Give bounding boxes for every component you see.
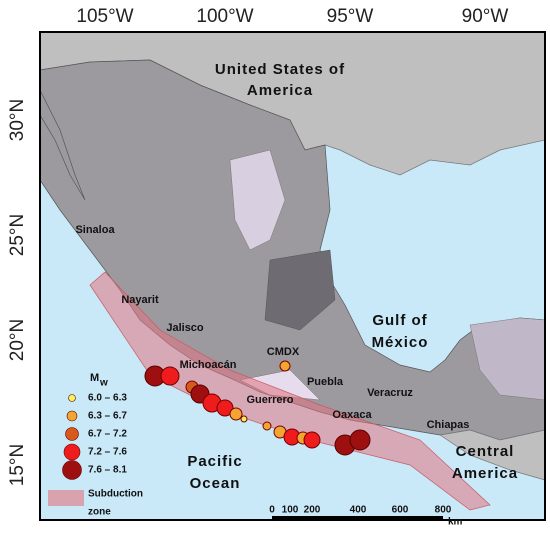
state-label: Oaxaca bbox=[332, 409, 372, 421]
latitude-label: 15°N bbox=[7, 444, 28, 486]
region-label: Pacific bbox=[187, 453, 242, 470]
scale-unit: km bbox=[448, 517, 463, 528]
legend-swatch bbox=[68, 394, 76, 402]
scale-label: 100 bbox=[282, 505, 299, 516]
state-label: Nayarit bbox=[121, 294, 159, 306]
legend-swatch bbox=[63, 443, 81, 461]
quake bbox=[262, 421, 272, 431]
state bbox=[264, 249, 336, 331]
legend-title: M bbox=[90, 372, 99, 384]
scale-label: 600 bbox=[392, 505, 409, 516]
quake bbox=[349, 429, 371, 451]
scale-bar bbox=[272, 516, 443, 520]
latitude-label: 30°N bbox=[7, 99, 28, 141]
region-label: America bbox=[452, 465, 518, 482]
legend-label: zone bbox=[88, 507, 111, 518]
legend-swatch bbox=[48, 490, 84, 506]
quake bbox=[216, 399, 234, 417]
scale-label: 800 bbox=[435, 505, 452, 516]
state bbox=[229, 149, 286, 251]
state-label: CMDX bbox=[267, 346, 300, 358]
region-label: Gulf of bbox=[372, 312, 427, 329]
cmdx-marker bbox=[279, 360, 291, 372]
scale-label: 200 bbox=[304, 505, 321, 516]
region-label: America bbox=[247, 82, 313, 99]
state-label: Puebla bbox=[307, 376, 344, 388]
quake bbox=[240, 415, 248, 423]
quake bbox=[229, 407, 243, 421]
state-label: Veracruz bbox=[367, 387, 413, 399]
state-label: Michoacán bbox=[180, 359, 237, 371]
quake bbox=[160, 366, 180, 386]
state-label: Jalisco bbox=[166, 322, 204, 334]
scale-label: 400 bbox=[350, 505, 367, 516]
legend-label: 7.6 – 8.1 bbox=[88, 465, 127, 476]
state-label: Sinaloa bbox=[75, 224, 115, 236]
legend-label: Subduction bbox=[88, 489, 143, 500]
legend-label: 6.0 – 6.3 bbox=[88, 393, 127, 404]
legend-swatch bbox=[66, 410, 78, 422]
longitude-label: 95°W bbox=[327, 6, 374, 27]
earthquakes bbox=[144, 360, 371, 456]
legend-title-sub: w bbox=[99, 378, 108, 389]
region-label: Ocean bbox=[190, 475, 241, 492]
quake bbox=[303, 431, 321, 449]
longitude-label: 90°W bbox=[462, 6, 509, 27]
state-label: Chiapas bbox=[427, 419, 470, 431]
scale-label: 0 bbox=[269, 505, 275, 516]
latitude-label: 20°N bbox=[7, 319, 28, 361]
legend-label: 7.2 – 7.6 bbox=[88, 447, 127, 458]
region-label: United States of bbox=[215, 61, 345, 78]
state-label: Guerrero bbox=[246, 394, 293, 406]
region-label: Central bbox=[456, 443, 515, 460]
legend-label: 6.7 – 7.2 bbox=[88, 429, 127, 440]
longitude-label: 105°W bbox=[76, 6, 133, 27]
region-label: México bbox=[372, 334, 429, 351]
longitude-label: 100°W bbox=[196, 6, 253, 27]
legend-swatch bbox=[65, 427, 79, 441]
legend-swatch bbox=[62, 460, 82, 480]
legend-label: 6.3 – 6.7 bbox=[88, 411, 127, 422]
latitude-label: 25°N bbox=[7, 214, 28, 256]
baja-california bbox=[39, 89, 86, 201]
